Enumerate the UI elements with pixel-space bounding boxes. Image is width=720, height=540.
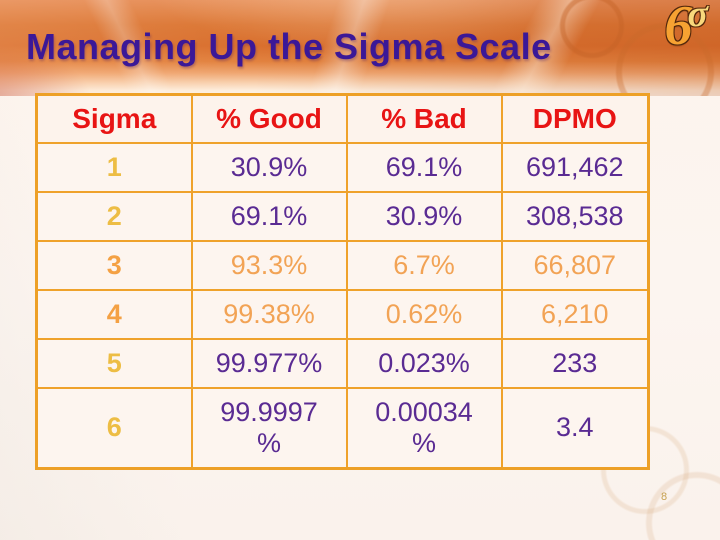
sigma-cell: 3	[35, 240, 193, 291]
column-header-dpmo: DPMO	[500, 93, 650, 144]
table-row: 6 99.9997 % 0.00034 % 3.4	[35, 387, 650, 470]
bad-cell: 69.1%	[345, 142, 503, 193]
sigma-scale-table: Sigma % Good % Bad DPMO 1 30.9% 69.1% 69…	[35, 93, 650, 470]
sigma-cell: 1	[35, 142, 193, 193]
dpmo-cell: 3.4	[500, 387, 650, 470]
good-cell: 99.9997 %	[190, 387, 348, 470]
header-background	[0, 0, 720, 96]
column-header-sigma: Sigma	[35, 93, 193, 144]
sigma-icon: σ	[687, 0, 708, 35]
dpmo-cell: 308,538	[500, 191, 650, 242]
column-header-bad: % Bad	[345, 93, 503, 144]
sigma-cell: 2	[35, 191, 193, 242]
dpmo-cell: 691,462	[500, 142, 650, 193]
bad-cell: 6.7%	[345, 240, 503, 291]
sigma-cell: 4	[35, 289, 193, 340]
slide-title: Managing Up the Sigma Scale	[26, 26, 552, 67]
table-row: 5 99.977% 0.023% 233	[35, 338, 650, 389]
sigma-cell: 5	[35, 338, 193, 389]
six-sigma-logo: 6σ	[665, 0, 708, 56]
page-number: 8	[661, 491, 668, 503]
good-cell: 93.3%	[190, 240, 348, 291]
good-cell: 99.38%	[190, 289, 348, 340]
good-cell: 99.977%	[190, 338, 348, 389]
table-header-row: Sigma % Good % Bad DPMO	[35, 93, 650, 144]
dpmo-cell: 6,210	[500, 289, 650, 340]
dpmo-cell: 233	[500, 338, 650, 389]
table-row: 3 93.3% 6.7% 66,807	[35, 240, 650, 291]
bad-cell: 0.023%	[345, 338, 503, 389]
table-row: 2 69.1% 30.9% 308,538	[35, 191, 650, 242]
dpmo-cell: 66,807	[500, 240, 650, 291]
table-row: 1 30.9% 69.1% 691,462	[35, 142, 650, 193]
good-cell: 30.9%	[190, 142, 348, 193]
bad-cell: 0.62%	[345, 289, 503, 340]
good-cell: 69.1%	[190, 191, 348, 242]
logo-six-digit: 6	[664, 0, 693, 57]
sigma-cell: 6	[35, 387, 193, 470]
bad-cell: 0.00034 %	[345, 387, 503, 470]
column-header-good: % Good	[190, 93, 348, 144]
bad-cell: 30.9%	[345, 191, 503, 242]
table-row: 4 99.38% 0.62% 6,210	[35, 289, 650, 340]
